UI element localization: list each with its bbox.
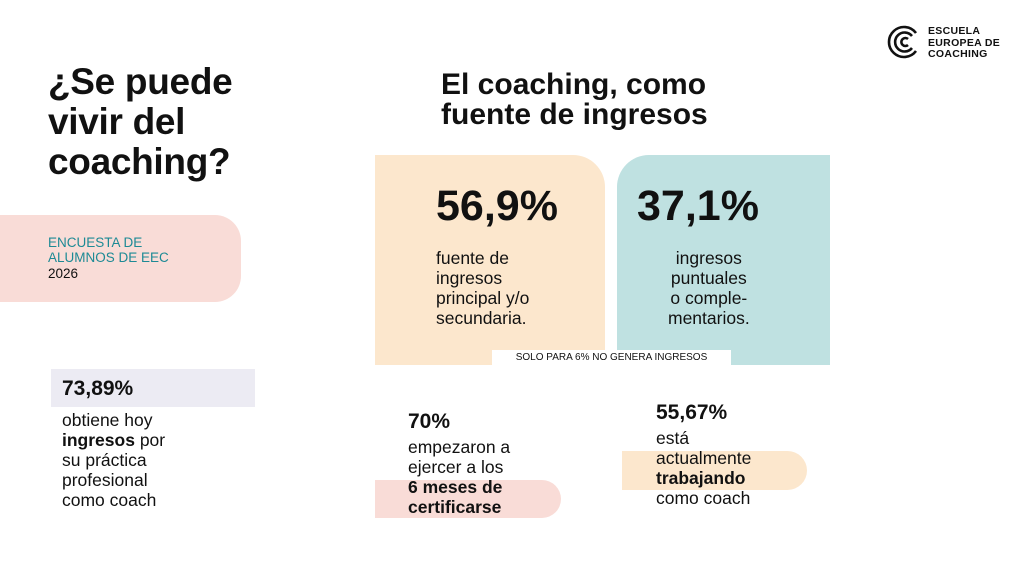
survey-year: 2026 xyxy=(48,266,79,281)
survey-pill xyxy=(0,215,241,302)
card-main-income-value: 56,9% xyxy=(436,182,558,230)
card-occasional-income xyxy=(617,155,830,365)
section-title: El coaching, como fuente de ingresos xyxy=(441,68,708,131)
stat1-highlight xyxy=(51,369,255,407)
stat3-highlight xyxy=(622,451,807,490)
footnote: SOLO PARA 6% NO GENERA INGRESOS xyxy=(492,350,731,366)
stat2-line1: empezaron a xyxy=(408,437,511,457)
stat1-line3: su práctica xyxy=(62,450,147,470)
stat3-text: está actualmente trabajando como coach xyxy=(656,428,751,508)
logo-text: ESCUELA EUROPEA DE COACHING xyxy=(928,25,1001,60)
card-main-income xyxy=(375,155,605,365)
card-occasional-income-text: ingresos puntuales o comple- mentarios. xyxy=(668,248,750,328)
stat2-bold2: certificarse xyxy=(408,497,502,517)
stat3-line1: está xyxy=(656,428,690,448)
stat1-text: obtiene hoy ingresos por su práctica pro… xyxy=(62,410,165,510)
stat1-line5: como coach xyxy=(62,490,157,510)
eec-logo-icon xyxy=(887,25,918,59)
stat2-bold1: 6 meses de xyxy=(408,477,503,497)
stat3-value: 55,67% xyxy=(656,401,728,424)
stat3-bold: trabajando xyxy=(656,468,746,488)
card-main-income-text: fuente de ingresos principal y/o secunda… xyxy=(436,248,530,328)
stat2-highlight xyxy=(375,480,561,518)
card-occasional-income-value: 37,1% xyxy=(637,182,759,230)
survey-label: ENCUESTA DE ALUMNOS DE EEC xyxy=(48,235,169,265)
main-heading: ¿Se puede vivir del coaching? xyxy=(48,61,233,182)
stat1-line2-rest: por xyxy=(134,430,166,450)
stat3-line2: actualmente xyxy=(656,448,752,468)
stat2-text: empezaron a ejercer a los 6 meses de cer… xyxy=(408,437,510,517)
stat2-value: 70% xyxy=(408,410,451,433)
stat1-line1: obtiene hoy xyxy=(62,410,153,430)
stat1-line4: profesional xyxy=(62,470,148,490)
stat3-line3: como coach xyxy=(656,488,751,508)
stat2-line2: ejercer a los xyxy=(408,457,504,477)
stat1-value: 73,89% xyxy=(62,377,134,400)
stat1-bold: ingresos xyxy=(62,430,135,450)
